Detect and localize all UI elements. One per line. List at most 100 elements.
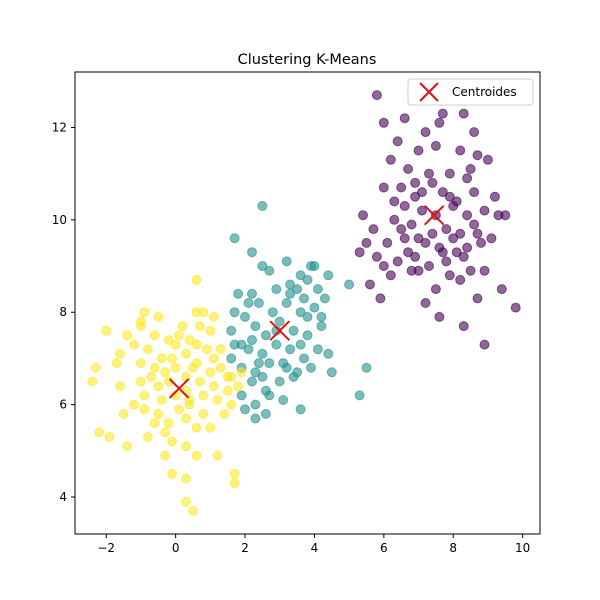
- data-point: [264, 358, 275, 369]
- data-point: [399, 201, 410, 211]
- data-point: [406, 265, 417, 276]
- data-point: [455, 228, 466, 239]
- data-point: [302, 311, 313, 322]
- data-point: [229, 233, 240, 244]
- data-point: [437, 108, 448, 119]
- data-point: [167, 353, 178, 364]
- data-point: [479, 205, 490, 216]
- data-point: [177, 321, 188, 332]
- data-point: [274, 376, 285, 387]
- data-point: [188, 362, 198, 373]
- data-point: [410, 177, 421, 188]
- data-point: [434, 311, 445, 322]
- data-point: [208, 353, 219, 364]
- data-point: [486, 233, 497, 244]
- data-point: [194, 376, 205, 387]
- legend-label: Centroides: [452, 85, 517, 99]
- data-point: [87, 376, 98, 387]
- data-point: [111, 358, 122, 369]
- data-point: [430, 210, 441, 221]
- data-point: [240, 311, 250, 322]
- data-point: [354, 390, 365, 401]
- data-point: [385, 154, 396, 165]
- series-1: [226, 201, 372, 424]
- data-point: [417, 187, 427, 198]
- data-point: [236, 390, 247, 401]
- data-point: [309, 302, 320, 313]
- points-layer: [87, 90, 521, 516]
- data-point: [472, 293, 483, 304]
- data-point: [198, 408, 209, 419]
- data-point: [458, 251, 469, 262]
- data-point: [205, 325, 216, 336]
- data-point: [389, 214, 400, 225]
- data-point: [146, 371, 157, 382]
- data-point: [430, 140, 441, 151]
- data-point: [184, 335, 195, 345]
- data-point: [247, 247, 257, 258]
- data-point: [312, 344, 323, 355]
- data-point: [253, 358, 264, 369]
- data-point: [354, 247, 365, 258]
- data-point: [462, 210, 473, 221]
- data-point: [510, 302, 521, 313]
- data-point: [260, 408, 271, 419]
- data-point: [281, 298, 292, 308]
- data-point: [299, 293, 309, 304]
- data-point: [208, 311, 219, 322]
- data-point: [160, 367, 171, 378]
- data-point: [292, 284, 303, 295]
- data-point: [295, 270, 306, 281]
- data-point: [278, 395, 289, 405]
- data-point: [174, 330, 185, 341]
- data-point: [212, 395, 223, 405]
- data-point: [399, 113, 410, 124]
- data-point: [385, 270, 396, 281]
- data-point: [160, 450, 171, 461]
- data-point: [181, 441, 191, 452]
- data-point: [465, 265, 476, 276]
- data-point: [115, 381, 126, 392]
- data-point: [250, 413, 261, 424]
- data-point: [257, 201, 268, 211]
- data-point: [181, 473, 191, 484]
- data-point: [257, 371, 268, 382]
- data-point: [226, 399, 237, 410]
- data-point: [139, 404, 150, 415]
- data-point: [142, 432, 153, 442]
- data-point: [149, 418, 160, 429]
- data-point: [285, 344, 296, 355]
- data-point: [233, 288, 244, 299]
- data-point: [403, 247, 414, 258]
- data-point: [458, 321, 469, 332]
- data-point: [302, 274, 313, 285]
- x-tick-label: 4: [311, 541, 319, 555]
- series-0: [354, 90, 521, 350]
- data-point: [444, 168, 455, 179]
- data-point: [135, 376, 146, 387]
- data-point: [361, 237, 372, 248]
- data-point: [264, 265, 275, 276]
- data-point: [295, 404, 306, 415]
- data-point: [240, 404, 250, 415]
- data-point: [250, 399, 261, 410]
- data-point: [288, 371, 299, 382]
- data-point: [149, 362, 160, 373]
- data-point: [281, 362, 292, 373]
- data-point: [302, 330, 313, 341]
- data-point: [267, 307, 278, 318]
- data-point: [378, 182, 389, 193]
- y-tick-label: 8: [59, 305, 67, 319]
- data-point: [316, 311, 327, 322]
- data-point: [500, 210, 511, 221]
- data-point: [191, 274, 202, 285]
- data-point: [170, 362, 181, 373]
- data-point: [247, 376, 257, 387]
- data-point: [271, 284, 282, 295]
- data-point: [448, 201, 459, 211]
- data-point: [399, 233, 410, 244]
- data-point: [444, 270, 455, 281]
- data-point: [205, 422, 216, 433]
- data-point: [312, 284, 323, 295]
- data-point: [191, 339, 202, 350]
